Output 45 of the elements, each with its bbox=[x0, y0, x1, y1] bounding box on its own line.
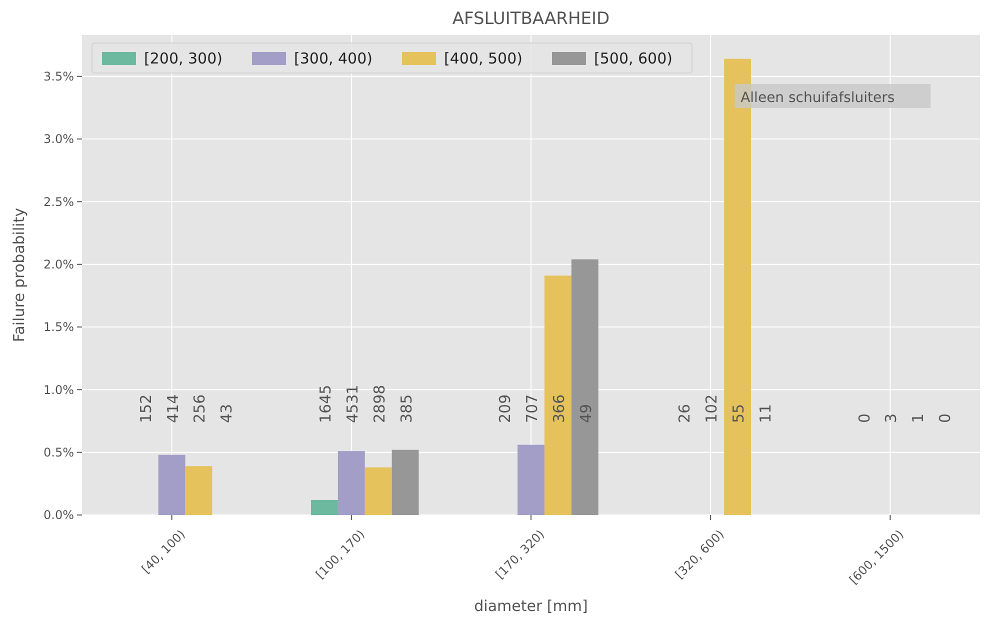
bar bbox=[544, 276, 572, 515]
x-axis-title: diameter [mm] bbox=[474, 597, 588, 615]
annotation: 0 bbox=[855, 413, 874, 423]
annotation: 2898 bbox=[370, 384, 388, 423]
y-tick-label: 2.0% bbox=[44, 258, 74, 272]
y-tick-label: 3.0% bbox=[44, 132, 74, 146]
y-axis-title: Failure probability bbox=[10, 208, 28, 342]
annotation: 55 bbox=[730, 404, 748, 423]
annotation: 385 bbox=[397, 394, 416, 423]
annotation: 366 bbox=[550, 394, 568, 423]
bar bbox=[518, 444, 544, 515]
legend-label: [400, 500) bbox=[444, 49, 523, 68]
bar bbox=[571, 259, 598, 515]
bar bbox=[310, 500, 338, 515]
y-tick-label: 0.5% bbox=[44, 446, 74, 460]
bar bbox=[158, 454, 186, 515]
annotation: 1645 bbox=[316, 384, 334, 423]
annotation: 49 bbox=[576, 404, 595, 423]
bar bbox=[392, 450, 419, 515]
bar bbox=[185, 466, 212, 515]
y-tick-label: 3.5% bbox=[44, 70, 74, 84]
annotation: 1 bbox=[909, 413, 928, 423]
annotation: 43 bbox=[218, 404, 236, 423]
annotation: 256 bbox=[190, 394, 209, 423]
annotation: 26 bbox=[676, 404, 694, 423]
legend-label: [200, 300) bbox=[144, 49, 223, 68]
annotation: 414 bbox=[164, 394, 182, 423]
annotation: Alleen schuifafsluiters bbox=[740, 90, 895, 106]
y-tick-label: 2.5% bbox=[44, 194, 74, 209]
annotation: 102 bbox=[702, 394, 721, 423]
annotation: 209 bbox=[496, 394, 514, 423]
legend-label: [500, 600) bbox=[594, 49, 673, 68]
annotation: 0 bbox=[936, 413, 954, 423]
y-tick-label: 1.0% bbox=[44, 382, 74, 397]
legend-label: [300, 400) bbox=[294, 49, 373, 68]
annotation: 4531 bbox=[343, 384, 362, 423]
bar bbox=[338, 451, 365, 515]
chart-title: AFSLUITBAARHEID bbox=[452, 9, 610, 29]
annotation: 152 bbox=[136, 394, 155, 423]
bar bbox=[364, 467, 392, 515]
annotation: 11 bbox=[756, 404, 774, 423]
annotation: 707 bbox=[523, 394, 541, 423]
y-tick-label: 1.5% bbox=[44, 320, 74, 334]
y-tick-label: 0.0% bbox=[44, 508, 74, 522]
annotation: 3 bbox=[882, 413, 900, 423]
